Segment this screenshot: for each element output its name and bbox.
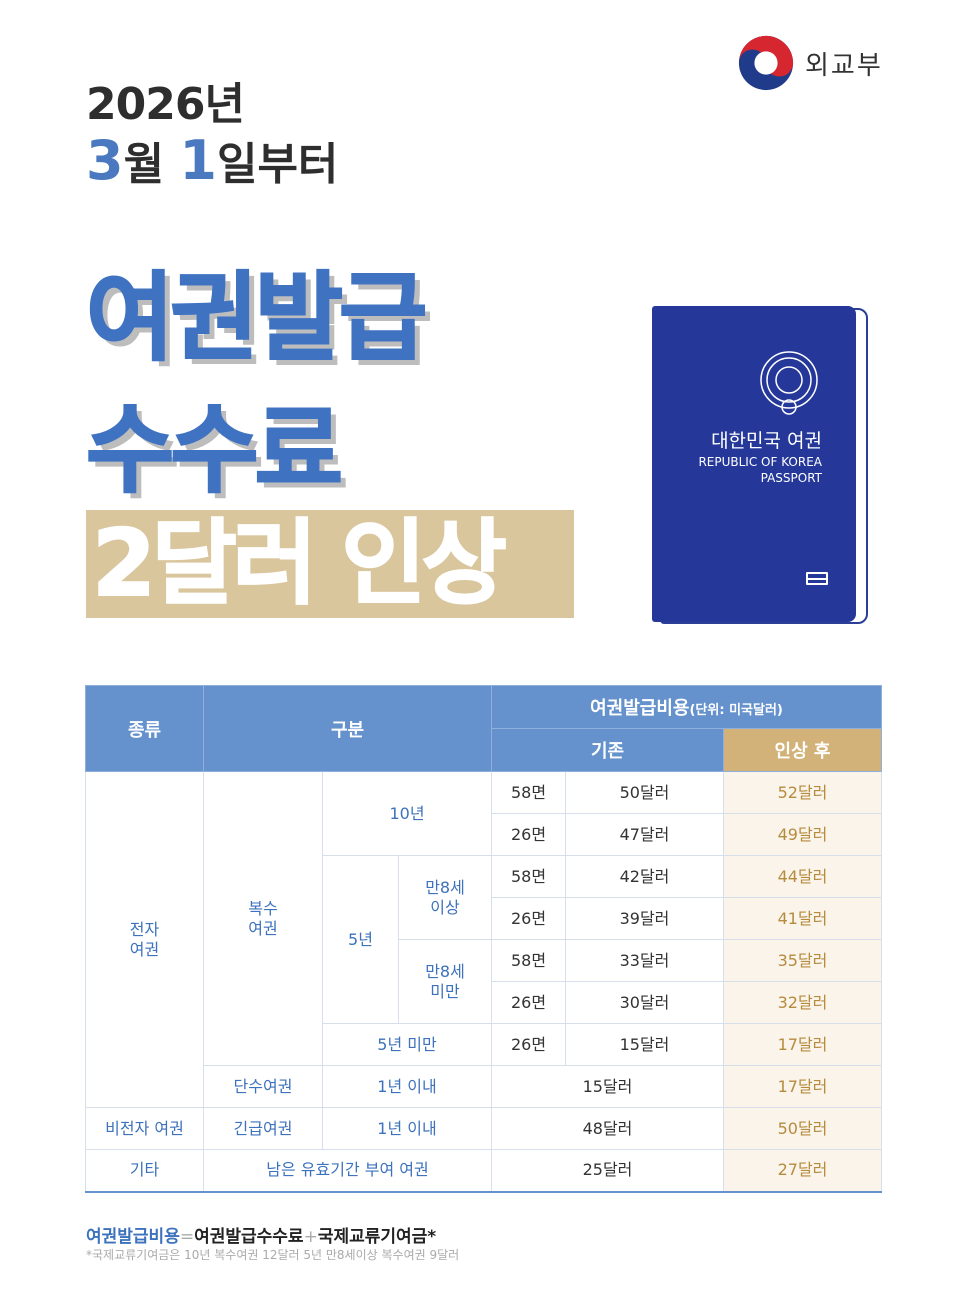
logo-text: 외교부 [805, 50, 883, 81]
table-cell: 42달러 [565, 855, 724, 898]
table-cell: 58면 [491, 855, 566, 898]
table-row: 26면 30달러 32달러 [86, 981, 882, 1024]
header-category: 구분 [203, 685, 492, 772]
passport-cover: 대한민국 여권 REPUBLIC OF KOREA PASSPORT [652, 306, 856, 622]
table-cell: 15달러 [565, 1023, 724, 1066]
formula-plus: + [303, 1227, 318, 1247]
fee-table: 종류 구분 여권발급비용(단위: 미국달러) 기존 인상 후 전자 여권 복수 여… [85, 685, 882, 1193]
table-cell: 10년 [322, 771, 492, 856]
national-emblem-icon [760, 351, 818, 415]
table-cell: 단수여권 [203, 1065, 323, 1108]
table-body: 전자 여권 복수 여권 10년 58면 50달러 52달러 26면 47달러 49달러 5년 만8세… [85, 771, 882, 1193]
day-number: 1 [179, 129, 217, 192]
fee-after-cell: 41달러 [723, 897, 882, 940]
formula-fee: 여권발급수수료 [194, 1227, 304, 1247]
passport-english: REPUBLIC OF KOREA PASSPORT [698, 454, 822, 486]
epassport-chip-icon [806, 572, 828, 585]
headline-line2: 수수료 [85, 393, 344, 507]
table-cell: 26면 [491, 1023, 566, 1066]
table-cell: 26면 [491, 813, 566, 856]
table-row: 전자 여권 복수 여권 10년 58면 50달러 52달러 [85, 771, 882, 1108]
fee-after-cell: 52달러 [723, 771, 882, 814]
fee-after-cell: 32달러 [723, 981, 882, 1024]
table-cell: 1년 이내 [322, 1107, 492, 1150]
fee-after-cell: 50달러 [723, 1107, 882, 1150]
fee-after-cell: 17달러 [723, 1065, 882, 1108]
header-cost: 여권발급비용(단위: 미국달러) [491, 685, 882, 729]
table-row: 26면 39달러 41달러 [86, 897, 882, 940]
footnote: *국제교류기여금은 10년 복수여권 12달러 5년 만8세이상 복수여권 9달… [86, 1248, 460, 1262]
table-row: 5년 만8세 이상 58면 42달러 44달러 [86, 855, 882, 1024]
table-cell: 1년 이내 [322, 1065, 492, 1108]
fee-after-cell: 44달러 [723, 855, 882, 898]
year-text: 2026년 [86, 79, 245, 130]
table-cell: 26면 [491, 897, 566, 940]
table-cell: 5년 [322, 855, 399, 1024]
table-cell: 복수 여권 [203, 771, 323, 1066]
table-cell: 긴급여권 [203, 1107, 323, 1150]
table-row: 기타 남은 유효기간 부여 여권 25달러 27달러 [85, 1149, 882, 1193]
table-cell: 39달러 [565, 897, 724, 940]
headline-line1: 여권발급 [85, 261, 428, 375]
formula-contribution: 국제교류기여금* [317, 1227, 437, 1247]
header-type: 종류 [85, 685, 204, 772]
table-cell: 30달러 [565, 981, 724, 1024]
passport-title: 대한민국 여권 [711, 430, 822, 452]
table-cell: 48달러 [491, 1107, 724, 1150]
table-cell: 47달러 [565, 813, 724, 856]
passport-en2: PASSPORT [760, 471, 822, 485]
fee-after-cell: 35달러 [723, 939, 882, 982]
fee-after-cell: 17달러 [723, 1023, 882, 1066]
table-cell: 50달러 [565, 771, 724, 814]
table-cell: 만8세 미만 [398, 939, 492, 1024]
header-before: 기존 [491, 728, 724, 772]
table-cell: 기타 [85, 1149, 204, 1193]
header-cost-label: 여권발급비용 [590, 698, 690, 719]
formula: 여권발급비용=여권발급수수료+국제교류기여금* [86, 1222, 436, 1247]
fee-after-cell: 27달러 [723, 1149, 882, 1193]
table-cell: 58면 [491, 771, 566, 814]
table-cell: 15달러 [491, 1065, 724, 1108]
headline-banner: 2달러 인상 [86, 509, 574, 618]
month-unit: 월 [123, 139, 165, 190]
table-cell: 5년 미만 [322, 1023, 492, 1066]
header-cost-unit: (단위: 미국달러) [689, 703, 783, 718]
passport-en1: REPUBLIC OF KOREA [698, 455, 822, 469]
effective-date: 3월 1일부터 [86, 128, 338, 192]
taegeuk-logo-icon [738, 35, 794, 91]
table-cell: 58면 [491, 939, 566, 982]
table-cell: 전자 여권 [85, 771, 204, 1108]
day-unit: 일부터 [216, 139, 339, 190]
formula-total: 여권발급비용 [86, 1227, 180, 1247]
table-row: 26면 47달러 49달러 [86, 813, 882, 856]
month-number: 3 [86, 129, 124, 192]
table-cell: 26면 [491, 981, 566, 1024]
table-cell: 25달러 [491, 1149, 724, 1193]
formula-eq: = [179, 1227, 195, 1247]
fee-after-cell: 49달러 [723, 813, 882, 856]
table-row: 단수여권 1년 이내 15달러 17달러 [86, 1065, 882, 1108]
table-cell: 남은 유효기간 부여 여권 [203, 1149, 492, 1193]
table-row: 만8세 미만 58면 33달러 35달러 [86, 939, 882, 1024]
table-cell: 33달러 [565, 939, 724, 982]
passport-illustration: 대한민국 여권 REPUBLIC OF KOREA PASSPORT [652, 306, 868, 626]
header-after: 인상 후 [723, 728, 882, 772]
table-row: 비전자 여권 긴급여권 1년 이내 48달러 50달러 [85, 1107, 882, 1150]
table-cell: 만8세 이상 [398, 855, 492, 940]
table-cell: 비전자 여권 [85, 1107, 204, 1150]
mofa-logo: 외교부 [737, 34, 883, 92]
